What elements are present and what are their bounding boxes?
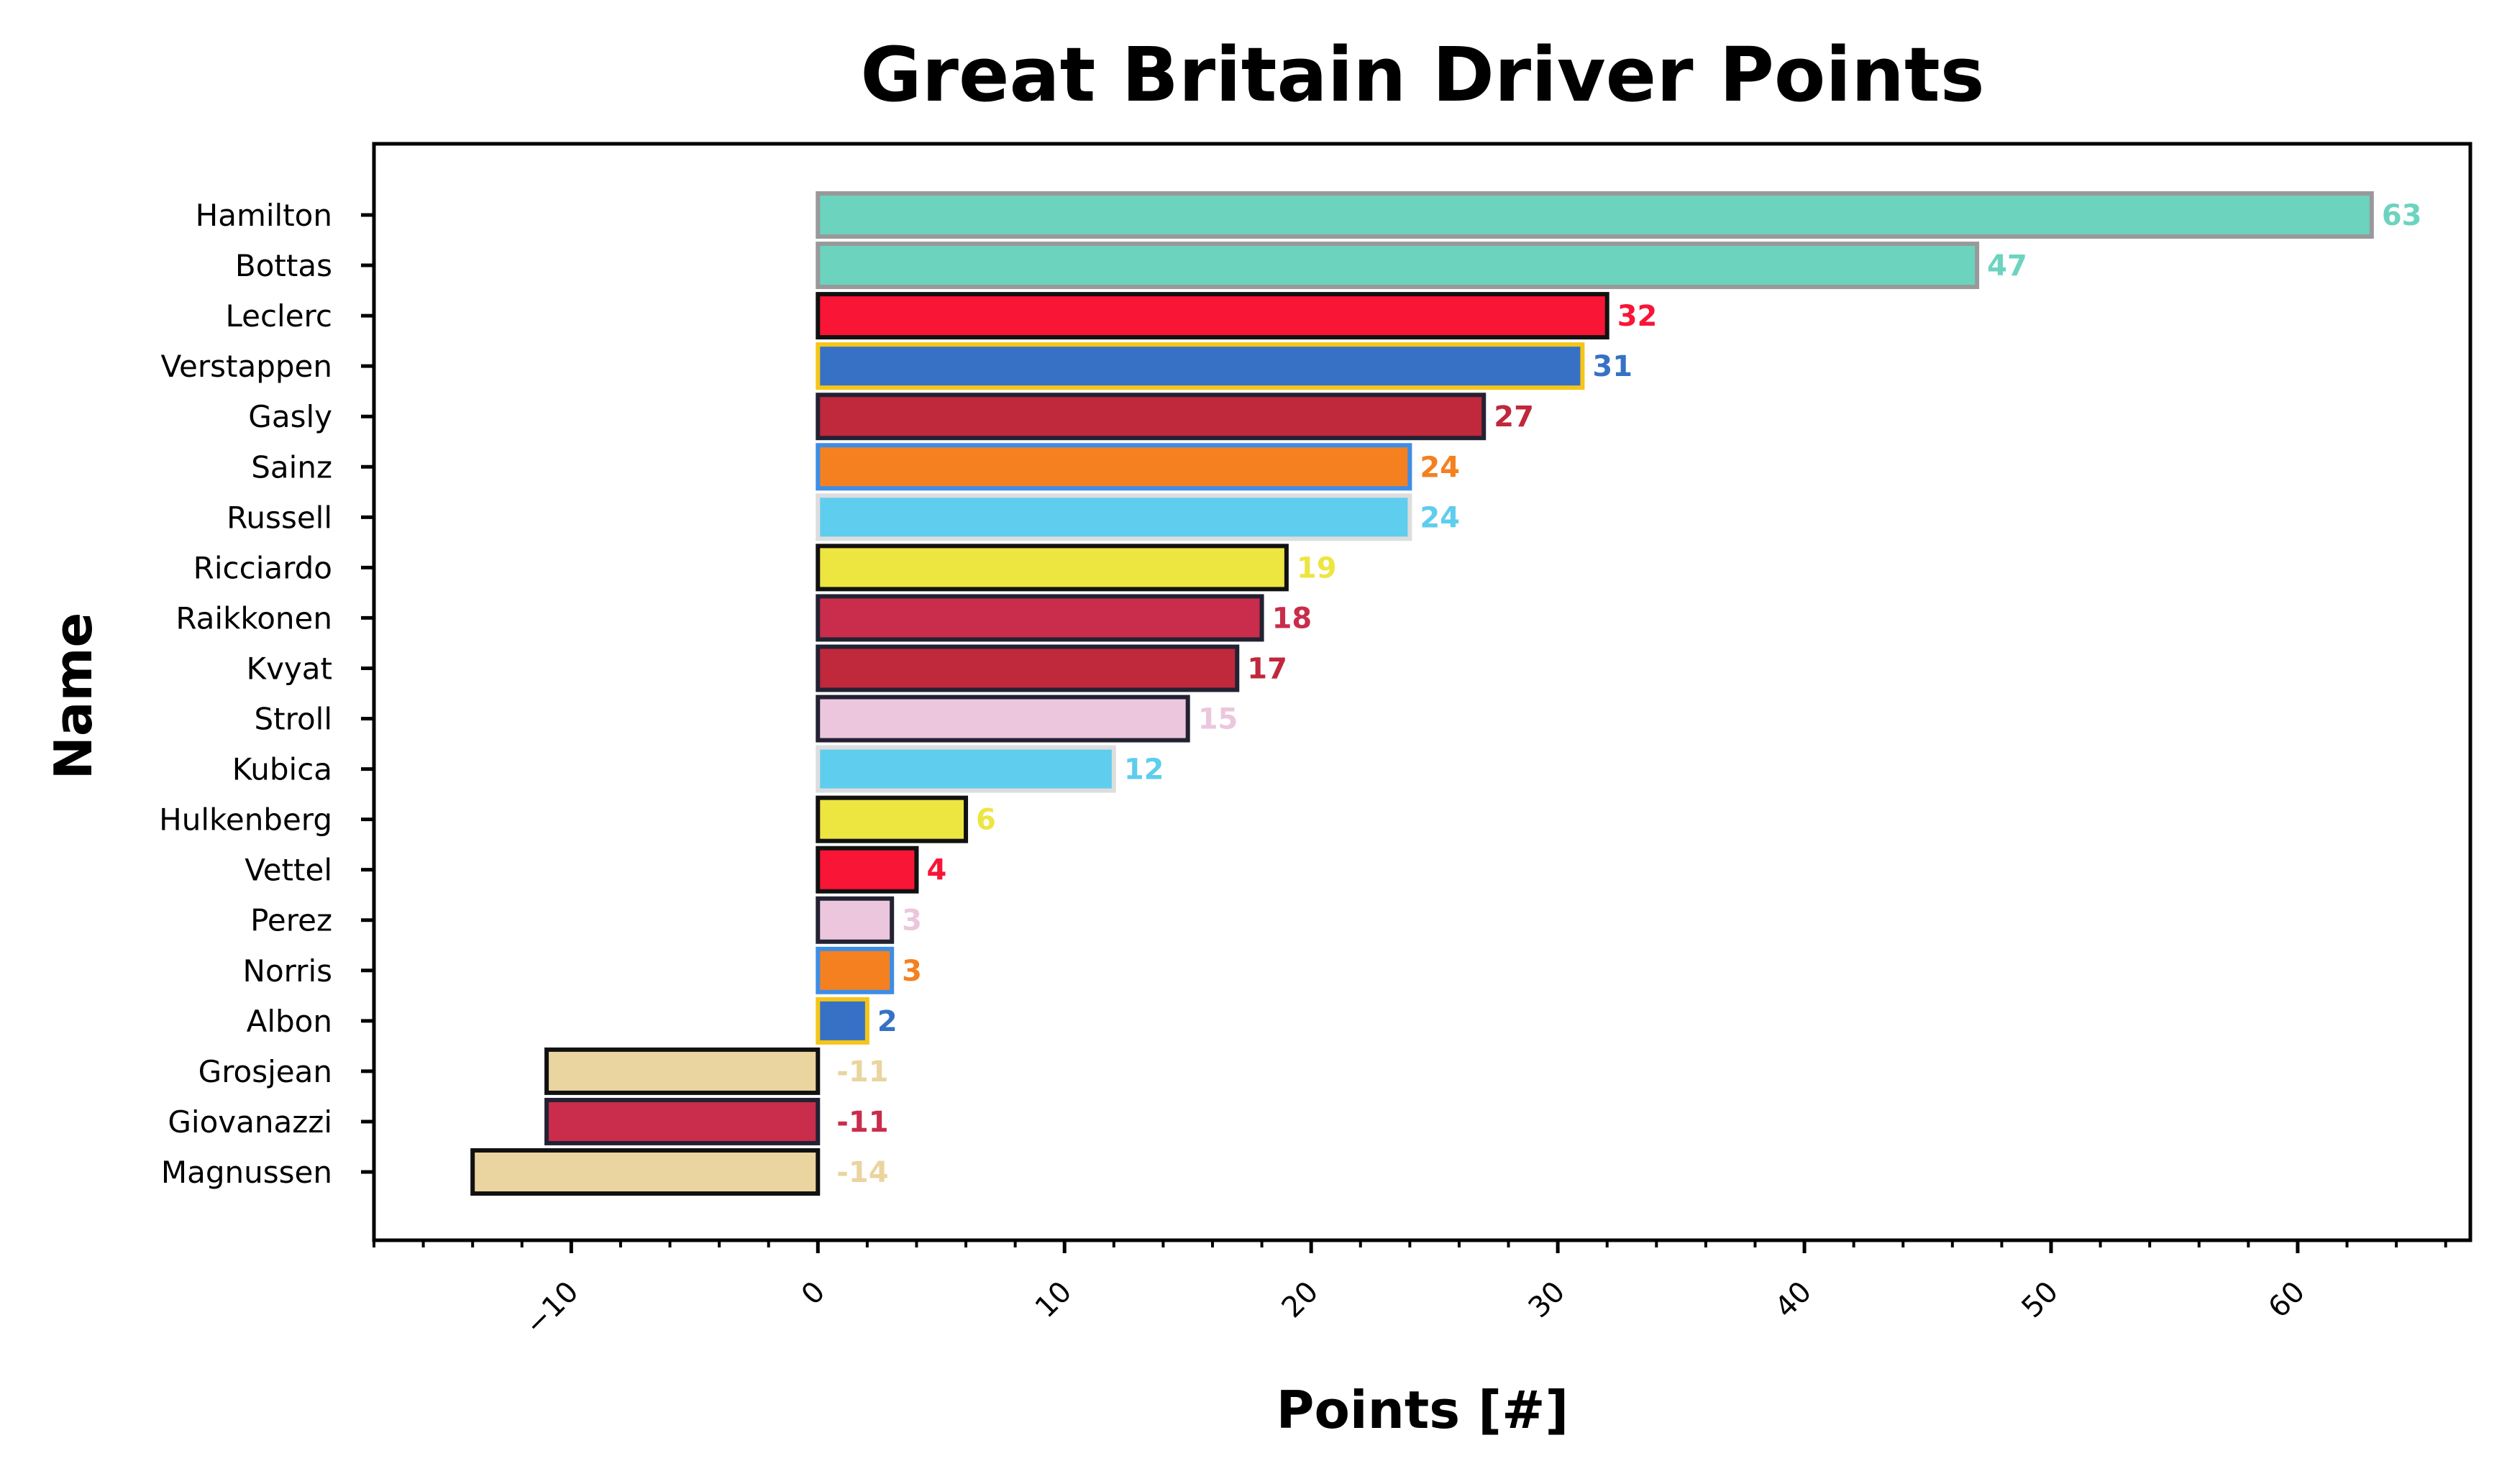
y-tick-label-hulkenberg: Hulkenberg [159,802,332,838]
x-tick-label: 60 [2262,1275,2311,1325]
value-label-bottas: 47 [1987,249,2027,283]
bar-perez [816,896,895,944]
value-label-leclerc: 32 [1617,300,1658,333]
bar-vettel [816,846,919,894]
value-label-russell: 24 [1420,501,1460,534]
value-label-perez: 3 [902,904,922,938]
y-tick-label-bottas: Bottas [235,248,332,283]
bar-ricciardo [816,544,1289,592]
bar-hamilton [816,191,2374,239]
plot-frame [372,142,2472,1242]
bar-bottas [816,242,1980,290]
y-tick-label-vettel: Vettel [245,853,332,888]
bar-verstappen [816,342,1585,390]
value-label-hulkenberg: 6 [976,804,996,837]
value-label-gasly: 27 [1494,400,1534,434]
y-tick-label-magnussen: Magnussen [161,1155,332,1190]
bar-magnussen [470,1148,821,1196]
x-tick-label: 50 [2016,1275,2065,1325]
bar-kubica [816,745,1116,793]
y-tick-label-grosjean: Grosjean [198,1054,332,1089]
value-label-kubica: 12 [1124,754,1164,787]
y-tick-label-perez: Perez [250,903,332,938]
value-label-verstappen: 31 [1592,350,1632,383]
bar-leclerc [816,292,1609,340]
bar-giovanazzi [544,1097,821,1145]
value-label-vettel: 4 [926,854,946,887]
bar-sainz [816,443,1412,491]
y-axis-label: Name [43,613,104,780]
bars-layer [470,191,2374,1196]
y-tick-label-giovanazzi: Giovanazzi [168,1104,332,1140]
y-tick-label-raikkonen: Raikkonen [175,600,332,636]
chart-title: Great Britain Driver Points [860,31,1984,119]
x-tick-label: 40 [1769,1275,1819,1325]
value-label-ricciardo: 19 [1297,551,1337,585]
y-axis: Hamilton Bottas Leclerc Verstappen Gasly Sain… [159,198,374,1190]
y-tick-label-russell: Russell [227,500,332,535]
bar-hulkenberg [816,795,969,843]
y-tick-label-sainz: Sainz [251,449,332,485]
bar-stroll [816,695,1190,743]
value-label-hamilton: 63 [2382,199,2422,232]
y-tick-label-stroll: Stroll [254,702,332,737]
y-tick-label-norris: Norris [243,953,332,989]
value-label-grosjean: -11 [836,1055,888,1089]
y-tick-label-ricciardo: Ricciardo [193,550,332,585]
value-label-raikkonen: 18 [1272,602,1312,635]
value-label-stroll: 15 [1198,703,1238,736]
bar-russell [816,493,1412,541]
x-tick-label: 10 [1029,1275,1079,1325]
bar-albon [816,997,869,1045]
value-label-magnussen: -14 [836,1156,888,1189]
y-tick-label-kubica: Kubica [232,752,332,787]
x-axis: −10 0 10 20 30 40 50 60 [373,1240,2447,1342]
value-label-sainz: 24 [1420,451,1460,484]
bar-kvyat [816,644,1240,692]
bar-gasly [816,393,1487,441]
y-tick-label-kvyat: Kvyat [247,651,332,686]
y-tick-label-albon: Albon [247,1004,332,1039]
value-label-albon: 2 [877,1005,898,1038]
bar-raikkonen [816,594,1264,642]
x-axis-label: Points [#] [1277,1380,1569,1440]
y-tick-label-hamilton: Hamilton [196,198,332,233]
bar-norris [816,946,895,994]
value-label-giovanazzi: -11 [836,1106,888,1139]
y-tick-label-gasly: Gasly [248,399,332,434]
x-tick-label: 0 [795,1275,832,1312]
y-tick-label-verstappen: Verstappen [161,349,332,384]
value-label-norris: 3 [902,955,922,988]
x-tick-label: 20 [1276,1275,1325,1325]
value-label-kvyat: 17 [1247,652,1287,685]
x-tick-label: −10 [519,1275,585,1342]
x-tick-label: 30 [1522,1275,1572,1325]
bar-grosjean [544,1047,821,1095]
y-tick-label-leclerc: Leclerc [225,298,332,334]
